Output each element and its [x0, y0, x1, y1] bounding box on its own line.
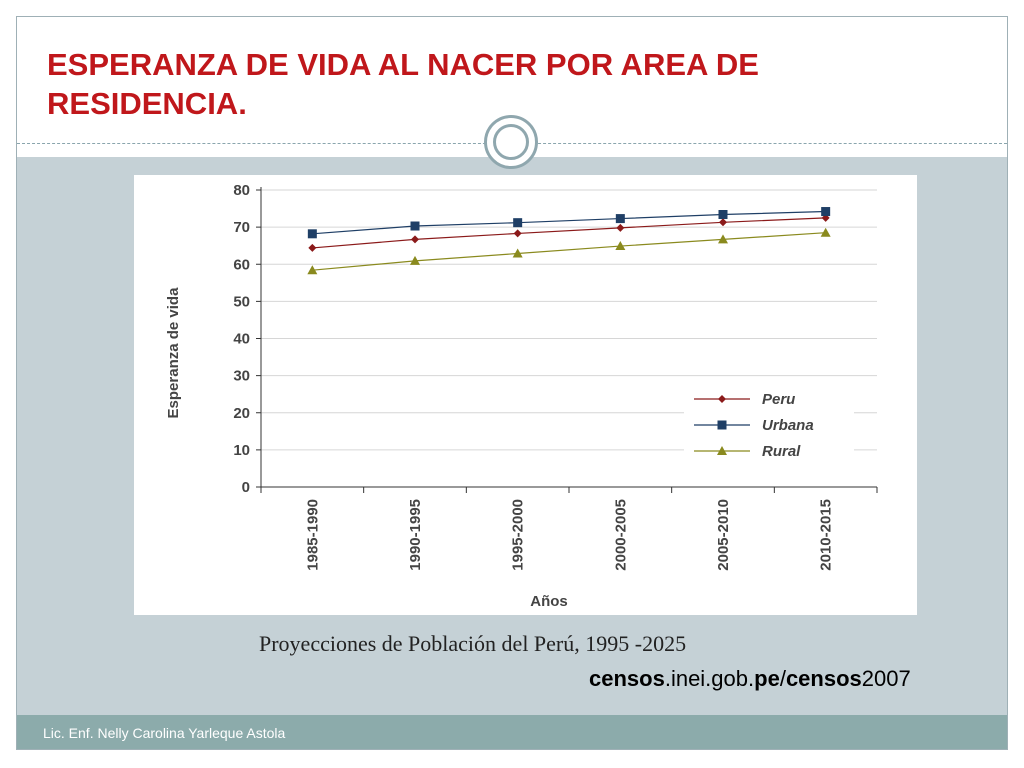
- data-point: [717, 420, 727, 430]
- data-point: [513, 218, 523, 228]
- slide-title: ESPERANZA DE VIDA AL NACER POR AREA DE R…: [47, 47, 759, 121]
- url-part-5: censos: [785, 666, 862, 691]
- data-point: [820, 227, 831, 237]
- y-tick-label: 50: [233, 293, 250, 310]
- chart-caption: Proyecciones de Población del Perú, 1995…: [259, 631, 687, 656]
- y-tick-label: 20: [233, 405, 250, 422]
- chart-panel: 0 10 20 30 40 50 60 70 80 1985-1990 1990-1995 1995…: [134, 175, 917, 615]
- data-point: [821, 207, 831, 217]
- series-peru: [308, 213, 830, 252]
- series-line: [312, 210, 826, 235]
- data-point: [307, 229, 317, 239]
- y-tick-labels: 0 10 20 30 40 50 60 70 80: [233, 182, 250, 496]
- data-point: [718, 234, 728, 244]
- slide-frame: ESPERANZA DE VIDA AL NACER POR AREA DE R…: [16, 16, 1008, 750]
- y-tick-label: 30: [233, 368, 250, 385]
- y-tick-label: 10: [233, 442, 250, 459]
- legend-entry: Urbana: [694, 417, 814, 434]
- data-point: [307, 265, 318, 275]
- y-tick-label: 40: [233, 331, 250, 348]
- x-tick-label: 1995-2000: [510, 499, 527, 571]
- data-point: [410, 221, 420, 231]
- legend-entry: Rural: [694, 443, 801, 460]
- legend-label: Rural: [762, 443, 801, 460]
- data-point: [719, 218, 727, 227]
- data-point: [410, 255, 420, 265]
- series-rural: [307, 227, 831, 275]
- url-part-2: .inei.gob.: [664, 666, 755, 691]
- slide-footer: Lic. Enf. Nelly Carolina Yarleque Astola: [17, 715, 1007, 749]
- footer-author: Lic. Enf. Nelly Carolina Yarleque Astola: [43, 725, 286, 741]
- url-part-1: censos: [589, 666, 665, 691]
- data-point: [308, 243, 317, 252]
- source-url[interactable]: censos.inei.gob.pe/censos2007: [589, 666, 911, 692]
- data-point: [616, 223, 625, 232]
- legend-entry: Peru: [694, 391, 795, 408]
- url-part-4: /: [779, 666, 786, 691]
- y-tick-label: 0: [242, 479, 250, 496]
- series-line: [312, 232, 826, 271]
- x-tick-label: 2000-2005: [612, 499, 629, 571]
- circle-ornament-icon: [484, 115, 538, 169]
- url-part-6: 2007: [861, 666, 911, 691]
- series-urbana: [307, 207, 831, 239]
- x-tick-label: 1990-1995: [407, 499, 424, 571]
- data-point: [718, 395, 726, 403]
- data-point: [615, 214, 625, 224]
- legend-label: Urbana: [762, 417, 814, 434]
- y-tick-label: 70: [233, 219, 250, 236]
- x-tick-label: 2010-2015: [818, 499, 835, 571]
- data-point: [615, 241, 626, 251]
- data-point: [718, 210, 728, 220]
- data-point: [512, 248, 523, 258]
- y-axis-label: Esperanza de vida: [165, 287, 182, 419]
- x-tick-label: 1985-1990: [304, 499, 321, 571]
- x-tick-label: 2005-2010: [715, 499, 732, 571]
- data-point: [411, 235, 419, 244]
- y-tick-label: 60: [233, 256, 250, 273]
- life-expectancy-chart: 0 10 20 30 40 50 60 70 80 1985-1990 1990-1995 1995…: [165, 182, 878, 610]
- x-axis-label: Años: [530, 593, 568, 610]
- data-point: [717, 446, 727, 455]
- legend-label: Peru: [762, 391, 795, 408]
- chart-axes: [256, 187, 878, 493]
- chart-legend: Peru Urbana Rural: [684, 385, 854, 467]
- x-tick-labels: 1985-1990 1990-1995 1995-2000 2000-2005 2005…: [304, 499, 834, 571]
- data-point: [513, 229, 522, 238]
- series-line: [312, 217, 826, 249]
- y-tick-label: 80: [233, 182, 250, 199]
- chart-series: [307, 207, 831, 275]
- url-part-3: pe: [754, 666, 780, 691]
